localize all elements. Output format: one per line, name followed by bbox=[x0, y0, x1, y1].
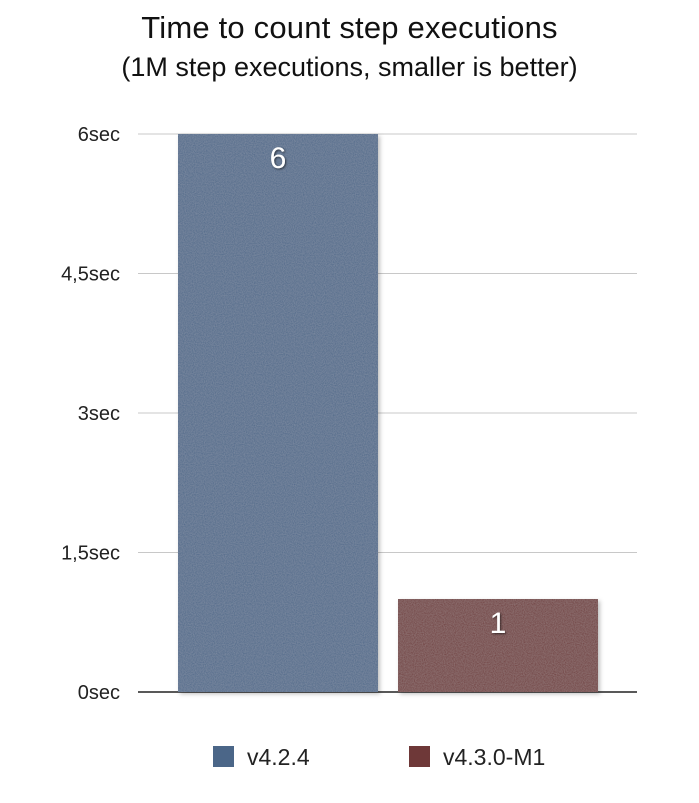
y-tick-label: 1,5sec bbox=[61, 543, 120, 565]
y-tick-label: 3sec bbox=[78, 403, 120, 425]
legend: v4.2.4 v4.3.0-M1 bbox=[213, 744, 545, 770]
y-tick-label: 4,5sec bbox=[61, 264, 120, 286]
bar-texture bbox=[398, 599, 598, 692]
y-axis-ticks: 0sec 1,5sec 3sec 4,5sec 6sec bbox=[61, 124, 120, 704]
data-label: 1 bbox=[490, 607, 507, 640]
legend-swatch bbox=[409, 746, 430, 767]
y-tick-label: 0sec bbox=[78, 682, 120, 704]
legend-label: v4.2.4 bbox=[247, 744, 310, 770]
legend-label: v4.3.0-M1 bbox=[443, 744, 545, 770]
chart-title: Time to count step executions bbox=[141, 10, 558, 45]
data-labels: 61 bbox=[270, 142, 507, 640]
chart-subtitle: (1M step executions, smaller is better) bbox=[121, 52, 578, 82]
bars bbox=[178, 134, 598, 692]
y-tick-label: 6sec bbox=[78, 124, 120, 146]
bar-texture bbox=[178, 134, 378, 692]
data-label: 6 bbox=[270, 142, 287, 175]
legend-swatch bbox=[213, 746, 234, 767]
